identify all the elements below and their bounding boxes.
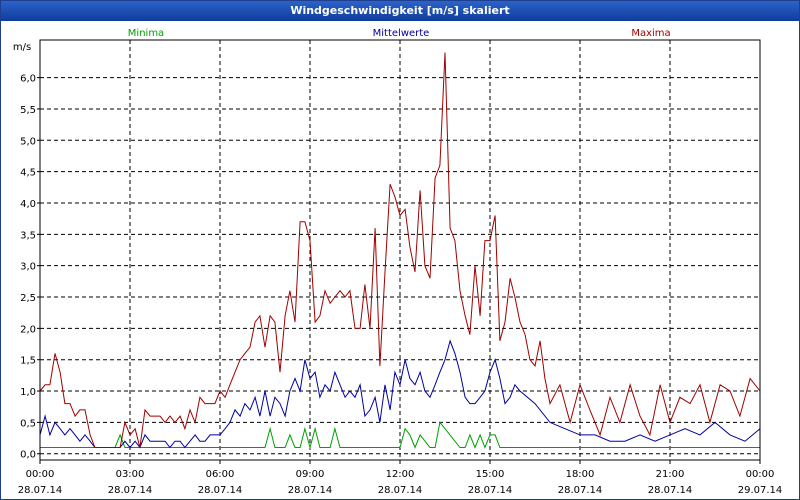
x-tick-time-label: 21:00 — [656, 469, 685, 480]
y-axis-label: m/s — [13, 42, 31, 53]
grid — [39, 40, 761, 460]
legend-entry-mittelwerte: Mittelwerte — [373, 28, 430, 39]
legend-entry-minima: Minima — [128, 28, 164, 39]
series-line-minima — [40, 421, 760, 450]
y-tick-label: 2,5 — [20, 293, 36, 304]
y-tick-label: 4,0 — [20, 199, 36, 210]
x-tick-date-label: 28.07.14 — [468, 485, 513, 496]
x-tick-date-label: 28.07.14 — [18, 485, 63, 496]
x-tick-date-label: 28.07.14 — [108, 485, 153, 496]
x-tick-date-label: 28.07.14 — [558, 485, 603, 496]
x-tick-time-label: 15:00 — [476, 469, 505, 480]
series-line-mittelwerte — [39, 339, 761, 449]
legend: Minima Mittelwerte Maxima — [128, 28, 671, 39]
y-tick-label: 3,0 — [20, 262, 36, 273]
x-tick-date-label: 29.07.14 — [738, 485, 783, 496]
legend-entry-maxima: Maxima — [631, 28, 670, 39]
axes: 0,0 0,5 1,0 1,5 2,0 2,5 3,0 3,5 4,0 4,5 5,0 5,5 6,0 0… — [13, 39, 783, 496]
y-tick-label: 0,0 — [20, 450, 36, 461]
x-tick-date-label: 28.07.14 — [378, 485, 423, 496]
y-tick-label: 3,5 — [20, 230, 36, 241]
y-tick-label: 5,0 — [20, 136, 36, 147]
y-tick-label: 0,5 — [20, 418, 36, 429]
x-tick-date-label: 28.07.14 — [198, 485, 243, 496]
x-tick-time-label: 18:00 — [566, 469, 595, 480]
plot-border — [39, 39, 761, 461]
x-tick-time-label: 12:00 — [386, 469, 415, 480]
x-tick-time-label: 09:00 — [296, 469, 325, 480]
y-tick-label: 6,0 — [20, 74, 36, 85]
x-tick-time-label: 03:00 — [116, 469, 145, 480]
x-tick-date-label: 28.07.14 — [288, 485, 333, 496]
chart-title: Windgeschwindigkeit [m/s] skaliert — [1, 1, 799, 21]
y-tick-label: 5,5 — [20, 105, 36, 116]
y-tick-label: 4,5 — [20, 168, 36, 179]
x-tick-time-label: 00:00 — [746, 469, 775, 480]
x-tick-time-label: 00:00 — [26, 469, 55, 480]
y-tick-label: 1,5 — [20, 356, 36, 367]
x-tick-time-label: 06:00 — [206, 469, 235, 480]
x-tick-date-label: 28.07.14 — [648, 485, 693, 496]
y-tick-label: 1,0 — [20, 387, 36, 398]
series-layer — [39, 52, 761, 450]
series-line-maxima — [39, 52, 761, 448]
y-tick-label: 2,0 — [20, 324, 36, 335]
